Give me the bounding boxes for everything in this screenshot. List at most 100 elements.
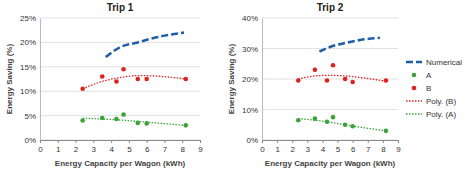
legend-label: Numerical	[426, 58, 462, 67]
y-tick-label: 40%	[242, 14, 258, 23]
data-point	[121, 67, 126, 72]
x-tick-mark	[93, 140, 94, 143]
x-axis-title: Energy Capacity per Wagon (kWh)	[265, 159, 396, 168]
x-tick-label: 8	[381, 145, 386, 154]
x-tick-mark	[353, 140, 354, 143]
x-tick-mark	[368, 140, 369, 143]
data-point	[313, 68, 318, 73]
grid-line	[40, 91, 200, 92]
legend-swatch	[406, 100, 422, 101]
y-tick: 0%	[246, 136, 262, 145]
grid-line	[40, 18, 200, 19]
x-tick-label: 9	[396, 145, 401, 154]
x-tick: 3	[92, 140, 97, 154]
legend-item: Poly. (A)	[406, 110, 456, 119]
x-tick-label: 1	[56, 145, 61, 154]
x-tick-label: 4	[109, 145, 114, 154]
x-tick: 6	[351, 140, 356, 154]
chart-title: Trip 2	[317, 2, 344, 13]
y-axis: 0%10%20%30%40%	[242, 14, 263, 145]
x-tick-label: 1	[275, 145, 280, 154]
data-point	[100, 74, 105, 79]
plot-area	[80, 33, 188, 128]
grid-line	[262, 18, 398, 19]
legend-swatch	[412, 86, 417, 91]
data-point	[80, 118, 85, 123]
x-tick: 7	[366, 140, 371, 154]
y-axis-title: Energy Saving (%)	[5, 44, 14, 115]
data-point	[135, 77, 140, 82]
x-tick: 9	[396, 140, 401, 154]
chart: 01234567890%10%20%30%40%Trip 2Energy Cap…	[227, 2, 401, 168]
legend: NumericalABPoly. (B)Poly. (A)	[406, 58, 462, 119]
y-tick-label: 20%	[242, 75, 258, 84]
series-line	[83, 76, 186, 89]
data-point	[114, 117, 119, 122]
x-tick: 1	[275, 140, 280, 154]
y-tick: 15%	[20, 63, 40, 72]
chart: 01234567890%5%10%15%20%25%Trip 1Energy C…	[5, 2, 203, 168]
chart-title: Trip 1	[107, 2, 134, 13]
x-tick-label: 4	[321, 145, 326, 154]
y-tick-label: 15%	[20, 63, 36, 72]
y-axis-title: Energy Saving (%)	[227, 44, 236, 115]
x-tick-mark	[182, 140, 183, 143]
y-tick-label: 20%	[20, 38, 36, 47]
x-tick-mark	[292, 140, 293, 143]
series-line	[298, 75, 386, 81]
x-tick-mark	[200, 140, 201, 143]
x-tick: 2	[74, 140, 79, 154]
x-tick-label: 3	[306, 145, 311, 154]
y-tick: 5%	[24, 112, 40, 121]
data-point	[331, 63, 336, 68]
x-tick: 2	[290, 140, 295, 154]
y-tick: 25%	[20, 14, 40, 23]
x-tick-label: 9	[198, 145, 203, 154]
x-tick-label: 6	[145, 145, 150, 154]
legend-label: Poly. (B)	[426, 97, 456, 106]
x-tick-mark	[111, 140, 112, 143]
y-tick-label: 5%	[24, 112, 36, 121]
x-tick: 5	[127, 140, 132, 154]
data-point	[296, 118, 301, 123]
y-tick-label: 0%	[246, 136, 258, 145]
x-axis-line	[263, 141, 399, 144]
legend-label: Poly. (A)	[426, 110, 456, 119]
x-tick-label: 2	[290, 145, 295, 154]
x-tick-label: 3	[92, 145, 97, 154]
x-tick: 9	[198, 140, 203, 154]
y-tick-label: 25%	[20, 14, 36, 23]
x-tick-mark	[322, 140, 323, 143]
x-tick-mark	[164, 140, 165, 143]
data-point	[121, 112, 126, 117]
x-tick-mark	[383, 140, 384, 143]
data-point	[144, 77, 149, 82]
data-point	[350, 80, 355, 85]
x-tick: 8	[180, 140, 185, 154]
grid-line	[40, 66, 200, 67]
y-tick: 0%	[24, 136, 40, 145]
x-tick: 4	[109, 140, 114, 154]
grid-line	[262, 79, 398, 80]
x-tick-label: 0	[260, 145, 265, 154]
x-axis-line	[41, 141, 201, 144]
data-point	[343, 77, 348, 82]
legend-label: A	[426, 71, 432, 80]
legend-item: Poly. (B)	[406, 97, 456, 106]
x-tick: 3	[306, 140, 311, 154]
x-tick: 1	[56, 140, 61, 154]
y-tick-label: 10%	[20, 87, 36, 96]
x-tick: 5	[336, 140, 341, 154]
figure: 01234567890%5%10%15%20%25%Trip 1Energy C…	[0, 0, 474, 172]
x-tick: 0	[38, 140, 43, 154]
y-tick-label: 30%	[242, 45, 258, 54]
x-tick-label: 6	[351, 145, 356, 154]
x-tick: 0	[260, 140, 265, 154]
x-tick: 4	[321, 140, 326, 154]
data-point	[331, 115, 336, 120]
x-tick-mark	[307, 140, 308, 143]
y-tick: 20%	[20, 38, 40, 47]
series-line	[83, 118, 186, 125]
y-axis: 0% 5% 10% 15% 20% 25%	[20, 14, 41, 145]
x-tick-mark	[338, 140, 339, 143]
